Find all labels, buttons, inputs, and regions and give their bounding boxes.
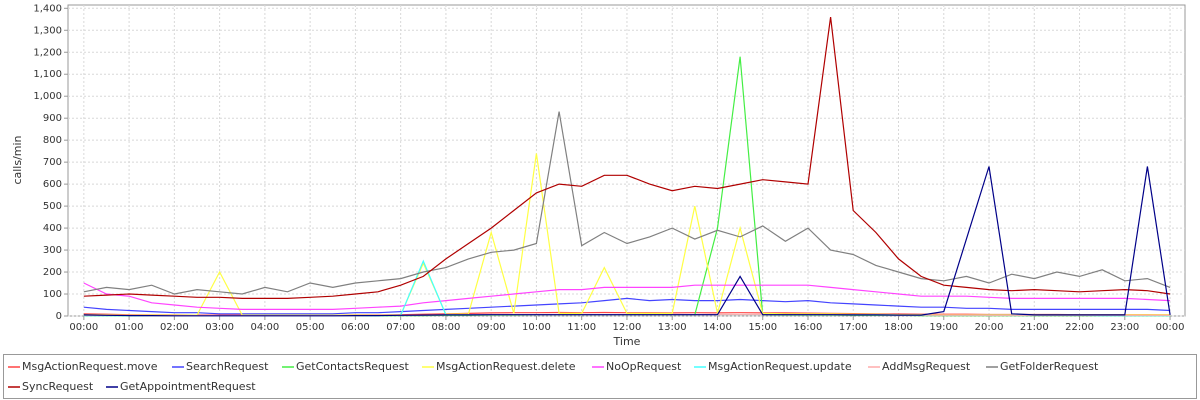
x-tick-label: 23:00 (1110, 322, 1139, 333)
y-tick-label: 600 (43, 179, 62, 190)
legend-label: GetAppointmentRequest (120, 380, 256, 393)
x-tick-label: 00:00 (1156, 322, 1185, 333)
x-tick-label: 12:00 (613, 322, 642, 333)
legend-label: GetFolderRequest (1000, 360, 1099, 373)
y-tick-label: 900 (43, 113, 62, 124)
x-tick-label: 11:00 (567, 322, 596, 333)
y-axis-label: calls/min (11, 135, 24, 184)
y-tick-label: 1,400 (33, 3, 62, 14)
x-tick-label: 18:00 (884, 322, 913, 333)
x-tick-label: 01:00 (115, 322, 144, 333)
x-axis-label: Time (613, 335, 641, 348)
series-line (83, 111, 1171, 295)
y-tick-label: 1,200 (33, 47, 62, 58)
x-tick-label: 02:00 (160, 322, 189, 333)
y-tick-label: 400 (43, 223, 62, 234)
legend-label: NoOpRequest (606, 360, 682, 373)
x-tick-label: 04:00 (250, 322, 279, 333)
x-tick-label: 09:00 (477, 322, 506, 333)
legend-label: GetContactsRequest (296, 360, 410, 373)
y-tick-label: 100 (43, 289, 62, 300)
y-tick-label: 700 (43, 157, 62, 168)
x-tick-label: 22:00 (1065, 322, 1094, 333)
x-tick-label: 10:00 (522, 322, 551, 333)
legend-label: MsgActionRequest.update (708, 360, 852, 373)
x-tick-label: 17:00 (839, 322, 868, 333)
series-line (83, 282, 1171, 310)
series-line (83, 17, 1171, 299)
x-tick-label: 05:00 (296, 322, 325, 333)
legend-label: SyncRequest (22, 380, 94, 393)
legend-label: AddMsgRequest (882, 360, 971, 373)
y-tick-label: 300 (43, 245, 62, 256)
y-tick-label: 1,100 (33, 69, 62, 80)
y-tick-label: 1,000 (33, 91, 62, 102)
legend-label: MsgActionRequest.move (22, 360, 158, 373)
x-tick-label: 08:00 (432, 322, 461, 333)
x-tick-label: 19:00 (929, 322, 958, 333)
legend (3, 354, 1197, 399)
x-tick-label: 03:00 (205, 322, 234, 333)
x-tick-label: 13:00 (658, 322, 687, 333)
x-tick-label: 14:00 (703, 322, 732, 333)
legend-label: MsgActionRequest.delete (436, 360, 576, 373)
legend-label: SearchRequest (186, 360, 269, 373)
y-tick-label: 0 (56, 311, 62, 322)
x-tick-label: 15:00 (748, 322, 777, 333)
y-tick-label: 800 (43, 135, 62, 146)
y-tick-label: 200 (43, 267, 62, 278)
x-tick-label: 16:00 (794, 322, 823, 333)
x-tick-label: 00:00 (69, 322, 98, 333)
x-tick-label: 21:00 (1020, 322, 1049, 333)
series-line (83, 297, 1171, 315)
plot-area (67, 4, 1186, 317)
y-tick-label: 1,300 (33, 25, 62, 36)
x-tick-label: 07:00 (386, 322, 415, 333)
x-tick-label: 06:00 (341, 322, 370, 333)
y-tick-label: 500 (43, 201, 62, 212)
series-line (83, 166, 1171, 317)
x-tick-label: 20:00 (975, 322, 1004, 333)
